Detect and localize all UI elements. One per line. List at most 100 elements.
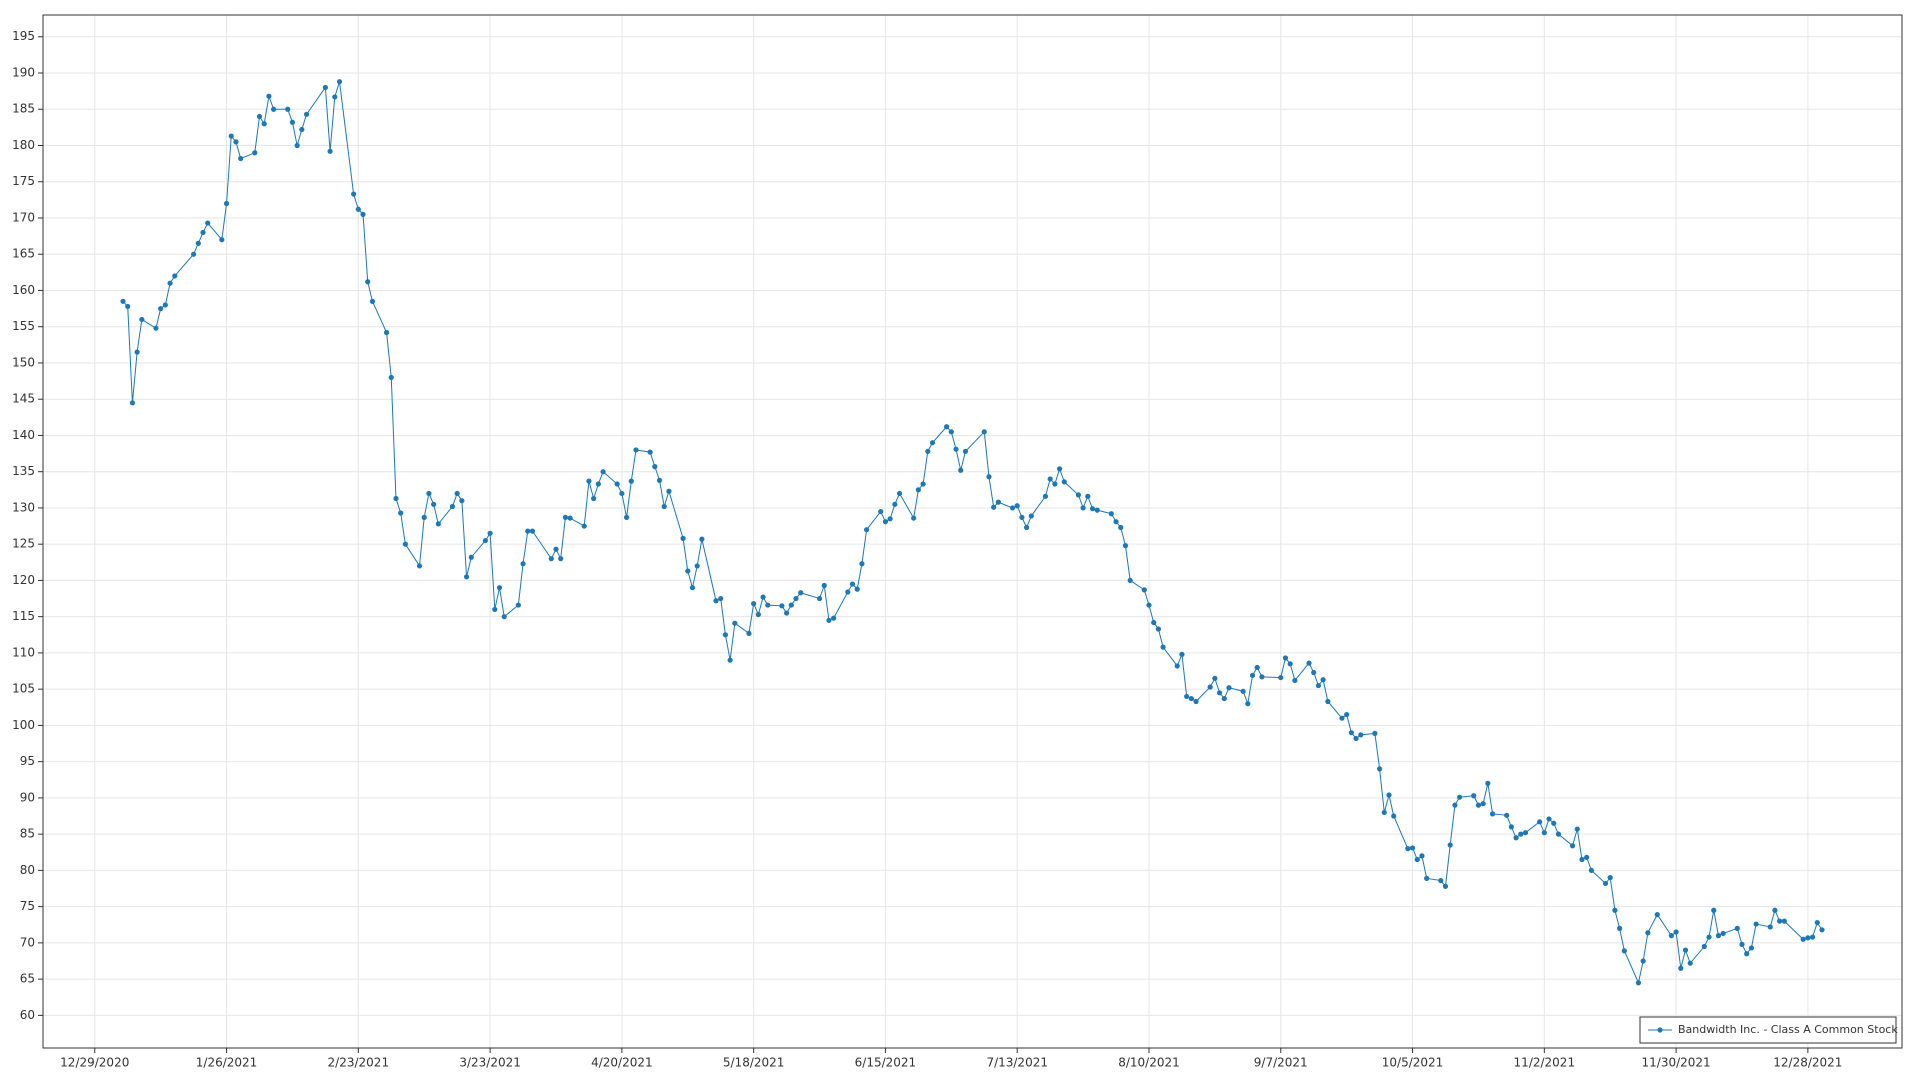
data-point: [1019, 514, 1025, 520]
data-point: [449, 503, 456, 510]
data-point: [492, 606, 498, 613]
data-point: [788, 602, 794, 608]
x-tick-label: 11/30/2021: [1642, 1056, 1711, 1070]
data-point: [1475, 802, 1482, 808]
y-tick-label: 105: [12, 682, 35, 696]
y-tick-label: 185: [12, 102, 35, 116]
data-point: [393, 495, 399, 502]
data-point: [271, 106, 277, 112]
data-point: [1372, 730, 1378, 736]
data-point: [1122, 543, 1129, 549]
x-tick-label: 2/23/2021: [328, 1056, 390, 1070]
data-point: [525, 528, 531, 534]
data-point: [1249, 672, 1256, 678]
data-point: [529, 528, 536, 534]
y-tick-label: 175: [12, 174, 35, 188]
data-point: [1146, 602, 1152, 608]
data-point: [1588, 867, 1594, 873]
data-point: [722, 632, 729, 638]
data-point: [666, 488, 672, 494]
y-tick-label: 165: [12, 247, 35, 261]
data-point: [435, 521, 441, 527]
x-tick-label: 7/13/2021: [986, 1056, 1048, 1070]
data-point: [1579, 856, 1585, 863]
data-point: [332, 94, 338, 100]
x-tick-label: 8/10/2021: [1118, 1056, 1180, 1070]
data-point: [1457, 794, 1463, 800]
x-tick-label: 12/28/2021: [1773, 1056, 1842, 1070]
data-point: [680, 535, 686, 541]
data-point: [1028, 513, 1034, 519]
data-point: [548, 556, 554, 562]
data-point: [689, 585, 696, 591]
data-point: [1339, 715, 1345, 721]
data-point: [849, 581, 856, 587]
data-point: [911, 515, 917, 521]
data-point: [1584, 854, 1590, 860]
data-point: [256, 113, 263, 120]
y-tick-label: 85: [20, 827, 35, 841]
data-point: [1141, 587, 1147, 593]
data-point: [746, 630, 752, 636]
data-point: [1085, 493, 1091, 499]
data-point: [1551, 820, 1557, 826]
data-point: [369, 298, 376, 304]
data-point: [1720, 930, 1726, 937]
data-point: [454, 490, 460, 497]
data-point: [1504, 812, 1510, 818]
y-tick-label: 125: [12, 537, 35, 551]
data-point: [1315, 682, 1322, 689]
legend-label: Bandwidth Inc. - Class A Common Stock: [1678, 1023, 1898, 1036]
data-point: [656, 477, 663, 483]
data-point: [732, 620, 738, 626]
data-point: [1569, 843, 1576, 849]
data-point: [355, 206, 361, 212]
data-point: [1602, 880, 1609, 887]
data-point: [1113, 519, 1119, 525]
data-point: [1489, 811, 1496, 817]
data-point: [981, 429, 987, 435]
y-tick-label: 90: [20, 790, 35, 804]
data-point: [299, 126, 305, 133]
data-point: [948, 429, 954, 435]
data-point: [1687, 960, 1693, 966]
data-point: [1706, 934, 1712, 940]
data-point: [1447, 842, 1453, 848]
data-point: [1645, 930, 1651, 936]
data-point: [1287, 661, 1293, 667]
data-point: [1772, 907, 1778, 913]
data-point: [1056, 466, 1063, 472]
data-point: [1155, 626, 1161, 632]
data-point: [1311, 669, 1317, 676]
data-point: [1320, 677, 1326, 683]
data-point: [567, 515, 573, 521]
data-point: [1805, 935, 1811, 941]
data-point: [1042, 493, 1049, 499]
x-tick-label: 4/20/2021: [591, 1056, 653, 1070]
x-tick-label: 12/29/2020: [60, 1056, 129, 1070]
data-point: [1278, 674, 1284, 681]
data-point: [694, 563, 700, 569]
data-point: [1508, 824, 1514, 830]
data-point: [228, 133, 234, 139]
data-point: [431, 501, 437, 507]
y-tick-label: 195: [12, 29, 35, 43]
data-point: [854, 586, 860, 592]
data-point: [558, 556, 564, 562]
data-point: [1809, 934, 1816, 940]
data-point: [619, 490, 625, 497]
x-tick-label: 9/7/2021: [1254, 1056, 1308, 1070]
y-tick-label: 95: [20, 754, 35, 768]
data-point: [1174, 663, 1180, 669]
data-point: [1781, 918, 1787, 924]
y-tick-label: 75: [20, 899, 35, 913]
data-point: [482, 537, 488, 544]
data-point: [1216, 690, 1223, 696]
data-point: [1419, 853, 1425, 859]
y-tick-label: 110: [12, 645, 35, 659]
data-point: [816, 595, 823, 602]
data-point: [929, 440, 936, 446]
data-point: [831, 615, 837, 621]
y-tick-label: 100: [12, 718, 35, 732]
